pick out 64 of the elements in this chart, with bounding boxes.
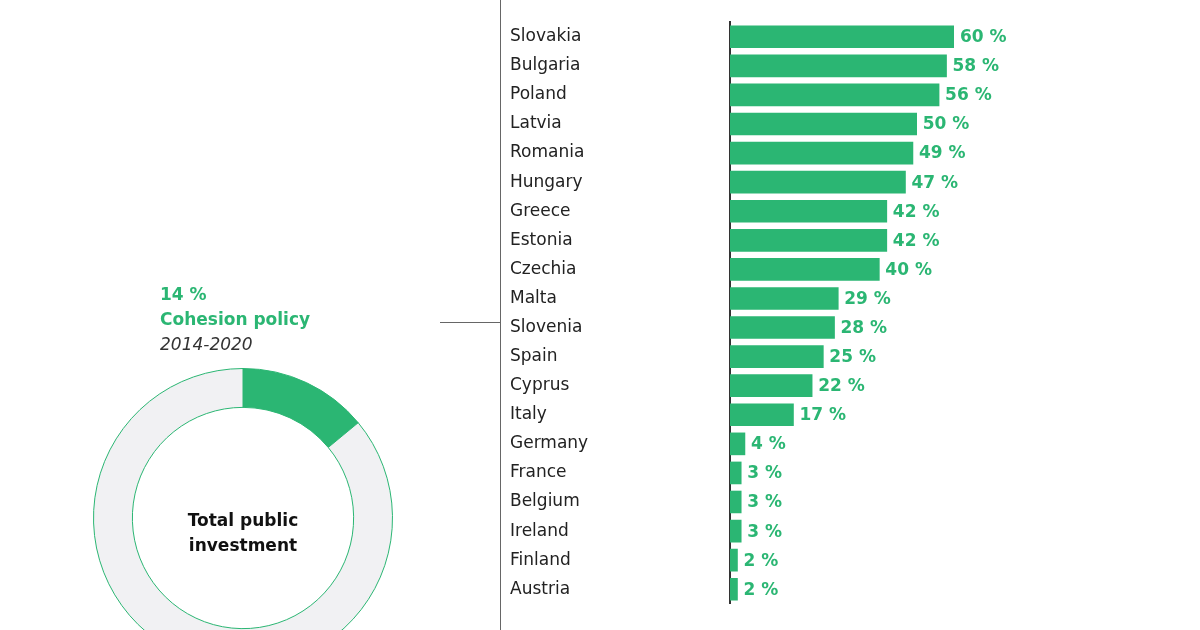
y-tick-label: Belgium (510, 490, 580, 511)
y-tick-label: Hungary (510, 170, 583, 191)
y-tick-label: France (510, 461, 567, 482)
bar (730, 490, 742, 514)
y-tick-label: Romania (510, 141, 585, 162)
data-label: 17 % (799, 404, 847, 425)
data-label: 47 % (911, 171, 959, 192)
data-label: 3 % (747, 520, 782, 541)
y-tick-label: Czechia (510, 257, 577, 278)
bar (730, 432, 746, 456)
y-tick-label: Bulgaria (510, 54, 581, 75)
y-tick-label: Slovakia (510, 25, 582, 46)
y-tick-label: Cyprus (510, 374, 570, 395)
bar (730, 228, 888, 252)
data-label: 42 % (892, 229, 940, 250)
y-tick-label: Malta (510, 286, 557, 307)
data-label: 49 % (918, 142, 966, 163)
data-label: 56 % (945, 84, 992, 105)
data-label: 2 % (743, 578, 779, 599)
y-tick-label: Poland (510, 83, 567, 104)
data-label: 14 % (160, 283, 208, 306)
y-tick-label: Austria (510, 577, 571, 598)
data-label: 25 % (829, 346, 876, 367)
text: 2014-2020 (160, 333, 254, 356)
bar (730, 54, 947, 78)
bar (730, 199, 888, 223)
bar (730, 577, 738, 601)
bar (730, 374, 813, 398)
bar (730, 519, 742, 543)
data-label: 3 % (747, 462, 782, 483)
bar (730, 112, 917, 136)
bar (730, 461, 742, 485)
bar (730, 287, 839, 310)
text: Total public investment (186, 509, 300, 557)
y-tick-label: Finland (510, 548, 571, 569)
bar (730, 403, 794, 427)
y-tick-label: Ireland (510, 519, 569, 540)
data-label: 42 % (892, 200, 940, 221)
data-label: 28 % (840, 316, 888, 337)
data-label: 50 % (922, 113, 970, 134)
bar (730, 25, 954, 49)
data-label: 60 % (960, 26, 1007, 47)
data-label: 22 % (818, 375, 865, 396)
bar (730, 345, 824, 368)
bar (730, 316, 835, 339)
y-tick-label: Spain (510, 345, 558, 366)
bar (730, 83, 940, 107)
data-label: 4 % (750, 433, 786, 454)
bar (730, 258, 880, 281)
bar (730, 548, 738, 572)
data-label: 29 % (844, 287, 891, 308)
data-label: 40 % (885, 258, 932, 279)
data-label: 58 % (952, 55, 1000, 76)
y-tick-label: Slovenia (510, 315, 583, 336)
bar (730, 170, 906, 194)
y-tick-label: Italy (510, 403, 547, 424)
y-tick-label: Germany (510, 432, 589, 453)
data-label: 3 % (747, 491, 782, 512)
y-tick-label: Estonia (510, 228, 573, 249)
y-tick-label: Greece (510, 199, 571, 220)
data-label: 2 % (743, 549, 779, 570)
bar (730, 141, 914, 165)
y-tick-label: Latvia (510, 112, 562, 133)
slice-label: Cohesion policy (160, 308, 312, 331)
